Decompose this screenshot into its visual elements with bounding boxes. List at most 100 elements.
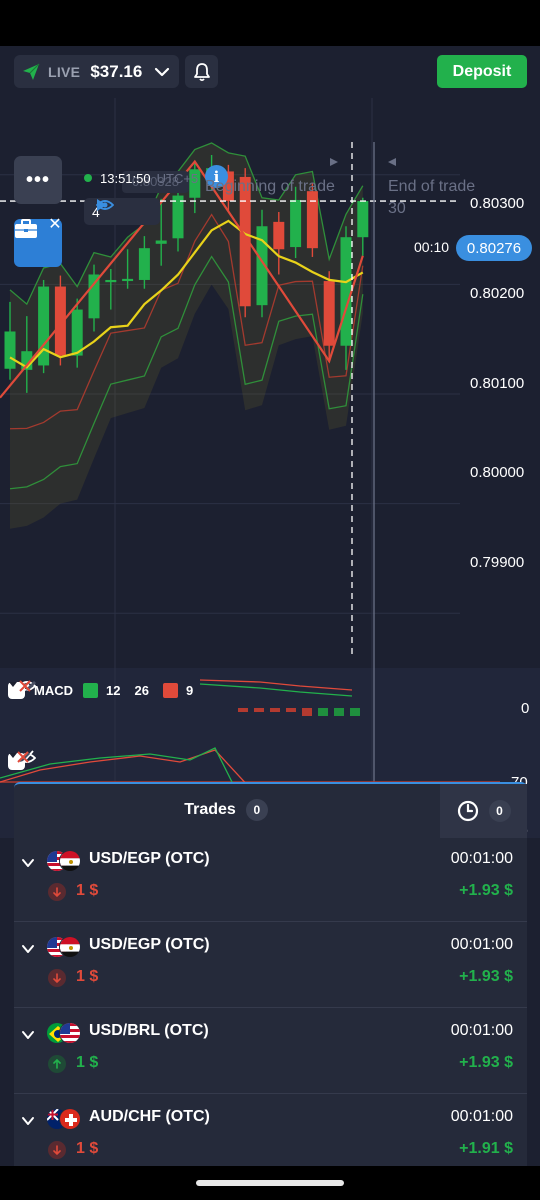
end-of-trade-label: End of trade [388, 178, 476, 195]
chevron-down-icon[interactable] [21, 1114, 35, 1128]
trade-payout: +1.93 $ [459, 968, 513, 985]
macd-histogram-bar [350, 708, 360, 716]
trade-duration: 00:01:00 [450, 850, 513, 867]
chevron-down-icon[interactable] [21, 942, 35, 956]
current-price-badge: 0.80276 [456, 235, 532, 261]
online-dot [84, 174, 92, 182]
flag-eg-icon [59, 936, 81, 958]
candle [71, 298, 83, 368]
macd-label: MACD [34, 682, 73, 698]
trading-app: LIVE $37.16 Deposit 0.80328 13:51:50 UTC… [0, 46, 540, 1166]
eye-icon [96, 200, 114, 210]
trade-payout: +1.93 $ [459, 1054, 513, 1071]
flag-ch-icon [59, 1108, 81, 1130]
candle [222, 164, 234, 212]
arrow-down-icon [48, 1141, 66, 1159]
candle [4, 301, 16, 380]
price-tick: 0.80000 [470, 464, 525, 481]
trade-row[interactable]: USD/EGP (OTC) 00:01:00 1 $ +1.93 $ [14, 836, 527, 922]
macd-histogram-bar [254, 708, 264, 712]
macd-histogram-bar [334, 708, 344, 716]
trades-count-badge: 0 [245, 799, 268, 821]
briefcase-icon [15, 219, 37, 238]
price-tick: 0.80200 [470, 285, 525, 302]
macd-fast-color [83, 682, 98, 698]
trade-duration: 00:01:00 [450, 1022, 513, 1039]
macd-legend: MACD 12 26 9 [8, 679, 193, 701]
notifications-button[interactable] [185, 55, 218, 88]
trade-history-tab[interactable]: 0 [440, 784, 527, 838]
candle [357, 197, 369, 256]
chevron-down-icon [155, 67, 170, 76]
candle [256, 209, 268, 318]
candle [239, 168, 251, 318]
candle [172, 183, 184, 252]
currency-flags [46, 850, 84, 874]
macd-zero-tick: 0 [521, 700, 530, 717]
trade-pair: USD/BRL (OTC) [89, 1022, 209, 1039]
price-tick: 0.80100 [470, 375, 525, 392]
paper-plane-icon [23, 63, 40, 80]
end-of-trade-seconds: 30 [388, 200, 406, 217]
macd-histogram-bar [238, 708, 248, 712]
macd-signal-period: 9 [185, 682, 194, 698]
history-count-badge: 0 [488, 800, 511, 822]
timeframe-selector[interactable]: 4 [84, 198, 160, 225]
currency-flags [46, 1022, 84, 1046]
status-bar [0, 0, 540, 46]
macd-line [199, 683, 353, 697]
header: LIVE $37.16 Deposit [0, 46, 540, 98]
chevron-down-icon[interactable] [21, 1028, 35, 1042]
candle [88, 264, 100, 332]
bell-icon [193, 62, 210, 81]
chevron-down-icon[interactable] [21, 856, 35, 870]
trade-duration: 00:01:00 [450, 1108, 513, 1125]
candle [21, 316, 33, 393]
trade-row[interactable]: AUD/CHF (OTC) 00:01:00 1 $ +1.91 $ [14, 1094, 527, 1166]
candle [105, 269, 117, 310]
info-icon[interactable]: i [205, 165, 228, 188]
trade-pair: USD/EGP (OTC) [89, 936, 210, 953]
trade-row[interactable]: USD/EGP (OTC) 00:01:00 1 $ +1.93 $ [14, 922, 527, 1008]
clock-time: 13:51:50 [100, 170, 151, 186]
eye-slash-icon[interactable] [18, 750, 36, 766]
currency-flags [46, 936, 84, 960]
macd-signal-color [162, 682, 178, 698]
deposit-button[interactable]: Deposit [437, 55, 527, 88]
remove-indicator-icon[interactable] [18, 679, 32, 693]
server-clock: 13:51:50 UTC+5 [84, 168, 198, 188]
candle [323, 271, 335, 362]
trades-tab[interactable]: Trades 0 [14, 784, 438, 836]
account-type-label: LIVE [48, 63, 81, 80]
macd-histogram-bar [286, 708, 296, 712]
price-chart[interactable]: 0.80328 13:51:50 UTC+5 i 4 Beginning of … [0, 98, 540, 840]
candle [273, 212, 285, 275]
candle [306, 183, 318, 257]
candle [189, 161, 201, 214]
cloud-lower-line [9, 255, 364, 490]
system-navigation-bar [0, 1166, 540, 1200]
portfolio-button[interactable] [14, 219, 62, 267]
arrow-right-icon [330, 158, 338, 166]
more-dots-icon[interactable]: ••• [14, 156, 62, 204]
price-tick: 0.79900 [470, 554, 525, 571]
home-handle[interactable] [196, 1180, 344, 1186]
moving-average-line [9, 219, 364, 369]
chevron-down-icon[interactable] [8, 681, 25, 699]
timeframe-value: 4 [92, 203, 100, 220]
trade-pair: AUD/CHF (OTC) [89, 1108, 210, 1125]
flag-us-icon [59, 1022, 81, 1044]
trades-title: Trades [184, 801, 236, 818]
pencil-icon[interactable] [18, 750, 32, 764]
candle [38, 279, 50, 374]
trade-amount: 1 $ [76, 1054, 99, 1071]
trade-amount: 1 $ [76, 882, 99, 899]
candle [54, 275, 66, 366]
trade-row[interactable]: USD/BRL (OTC) 00:01:00 1 $ +1.93 $ [14, 1008, 527, 1094]
close-icon[interactable]: ✕ [48, 216, 62, 233]
beginning-of-trade-label: Beginning of trade [205, 178, 335, 195]
macd-histogram-bar [318, 708, 328, 716]
remove-indicator-icon[interactable] [16, 750, 30, 764]
arrow-left-icon [388, 158, 396, 166]
account-switcher[interactable]: LIVE $37.16 [14, 55, 179, 88]
